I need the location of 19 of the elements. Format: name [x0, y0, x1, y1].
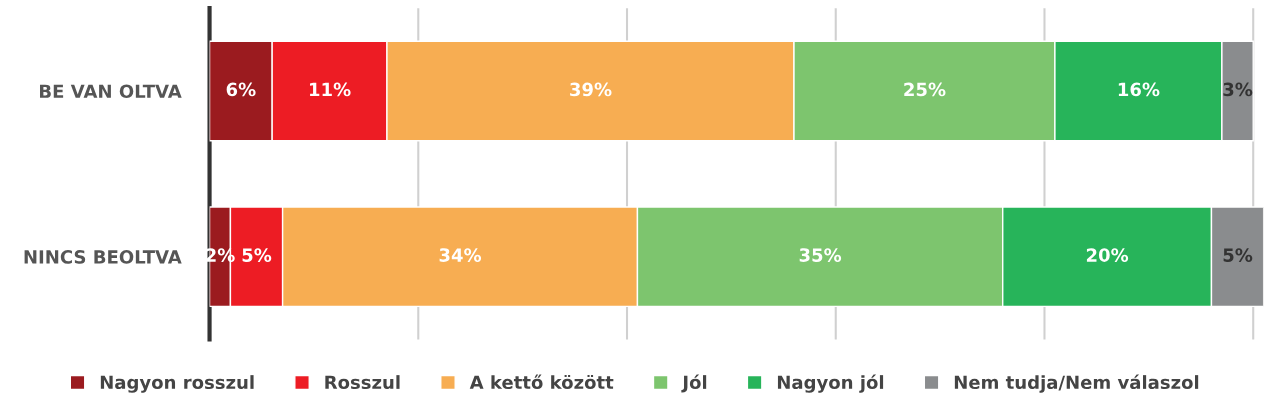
legend-label: Nagyon rosszul [100, 375, 254, 393]
data-label: 35% [799, 248, 842, 262]
y-tick-label: BE VAN OLTVA [40, 84, 182, 99]
data-label: 3% [1223, 82, 1253, 97]
legend-label: Nem tudja/Nem válaszol [954, 374, 1199, 393]
data-label: 25% [904, 82, 946, 97]
data-label: 34% [439, 248, 482, 262]
data-label: 5% [242, 248, 272, 262]
legend-label: A kettő között [469, 374, 614, 390]
data-label: 6% [226, 82, 256, 97]
data-label: 11% [310, 82, 351, 97]
legend-label: Jól [681, 374, 707, 393]
y-tick-label: NINCS BEOLTVA [24, 250, 182, 264]
data-label: 39% [570, 82, 612, 97]
data-label: 20% [1086, 248, 1129, 262]
legend-label: Rosszul [325, 375, 400, 390]
data-label: 16% [1118, 82, 1160, 97]
data-label: 5% [1223, 248, 1253, 262]
legend-label: Nagyon jól [777, 374, 884, 393]
